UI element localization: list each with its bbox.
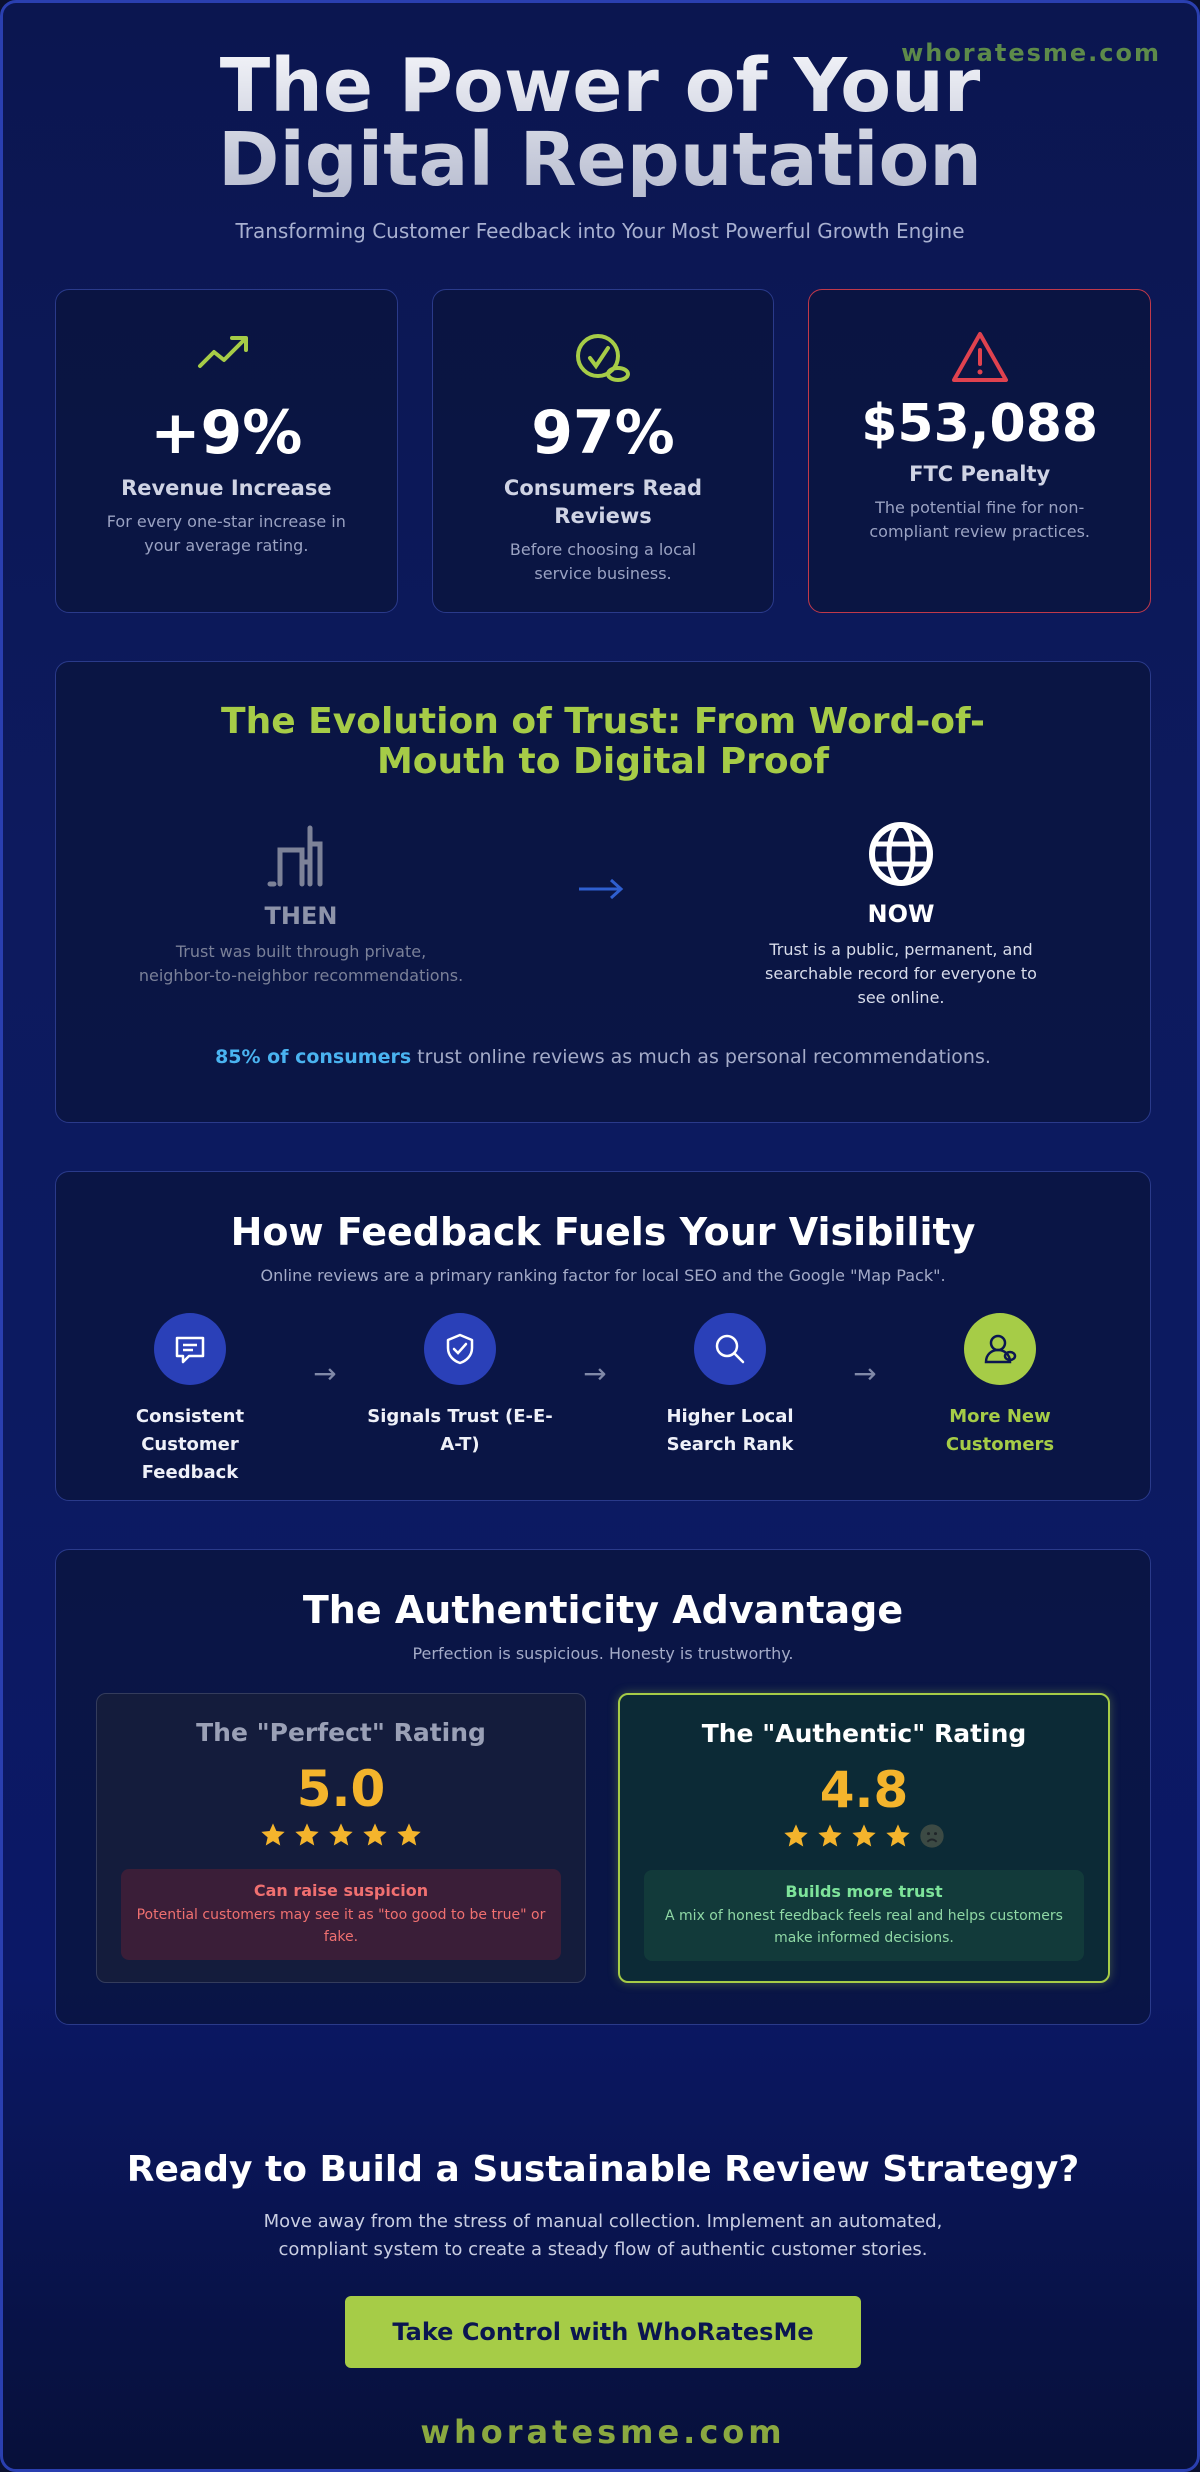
star-icon	[886, 1824, 910, 1847]
step-item: More New Customers	[890, 1313, 1110, 1487]
warning-icon	[809, 330, 1150, 390]
authentic-rating-card: The "Authentic" Rating 4.8 Builds more t…	[618, 1693, 1110, 1983]
arrow-right-icon	[546, 818, 656, 1010]
arrow-right-icon: →	[313, 1357, 337, 1390]
then-desc: Trust was built through private, neighbo…	[138, 942, 464, 985]
stat-label: Consumers Read Reviews	[503, 476, 703, 528]
hero: The Power of Your Digital Reputation Tra…	[3, 3, 1197, 243]
authenticity-section: The Authenticity Advantage Perfection is…	[55, 1549, 1151, 2025]
note-title: Builds more trust	[785, 1882, 943, 1901]
evolution-section: The Evolution of Trust: From Word-of-Mou…	[55, 661, 1151, 1123]
note-title: Can raise suspicion	[253, 1881, 429, 1900]
quote-highlight: 85% of consumers	[215, 1046, 412, 1068]
steps-flow: Consistent Customer Feedback → Signals T…	[56, 1313, 1150, 1487]
stat-value: +9%	[150, 398, 303, 468]
cta-button[interactable]: Take Control with WhoRatesMe	[345, 2296, 861, 2368]
customers-icon	[964, 1313, 1036, 1385]
reviews-icon	[433, 330, 774, 390]
stat-desc: The potential fine for non-compliant rev…	[869, 498, 1090, 541]
section-title: The Evolution of Trust: From Word-of-Mou…	[221, 701, 985, 782]
step-item: Consistent Customer Feedback	[80, 1313, 300, 1487]
rating-value: 4.8	[819, 1761, 909, 1819]
signal-bars-icon	[56, 818, 546, 888]
rating-value: 5.0	[296, 1760, 386, 1818]
section-subtitle: Online reviews are a primary ranking fac…	[260, 1266, 946, 1285]
section-title: The Authenticity Advantage	[302, 1588, 904, 1632]
section-subtitle: Perfection is suspicious. Honesty is tru…	[412, 1644, 794, 1663]
page-title: The Power of Your Digital Reputation	[100, 49, 1100, 197]
suspicion-note: Can raise suspicion Potential customers …	[121, 1869, 561, 1960]
page-subtitle: Transforming Customer Feedback into Your…	[235, 219, 965, 243]
trending-up-icon	[56, 330, 397, 390]
cta-desc: Move away from the stress of manual coll…	[263, 2211, 943, 2260]
now-desc: Trust is a public, permanent, and search…	[765, 940, 1037, 1007]
trust-quote: 85% of consumers trust online reviews as…	[56, 1046, 1150, 1068]
star-rating	[97, 1821, 585, 1849]
step-label: Consistent Customer Feedback	[135, 1406, 245, 1483]
stat-card-revenue: +9% Revenue Increase For every one-star …	[55, 289, 398, 613]
sad-face-icon	[920, 1824, 944, 1848]
now-column: NOW Trust is a public, permanent, and se…	[656, 818, 1146, 1010]
footer-brand: whoratesme.com	[420, 2413, 786, 2451]
cta-title: Ready to Build a Sustainable Review Stra…	[126, 2149, 1080, 2190]
arrow-right-icon: →	[583, 1357, 607, 1390]
visibility-section: How Feedback Fuels Your Visibility Onlin…	[55, 1171, 1151, 1501]
watermark: whoratesme.com	[901, 39, 1161, 67]
now-label: NOW	[867, 900, 935, 928]
stat-card-ftc: $53,088 FTC Penalty The potential fine f…	[808, 289, 1152, 613]
section-title: How Feedback Fuels Your Visibility	[230, 1210, 976, 1254]
stat-label: Revenue Increase	[121, 476, 332, 500]
globe-icon	[656, 818, 1146, 888]
star-icon	[852, 1824, 876, 1847]
then-label: THEN	[264, 902, 338, 930]
star-icon	[295, 1823, 319, 1846]
step-label: Signals Trust (E-E-A-T)	[367, 1406, 553, 1455]
step-label: Higher Local Search Rank	[666, 1406, 794, 1455]
stat-desc: Before choosing a local service business…	[509, 540, 697, 583]
stat-value: $53,088	[861, 394, 1099, 454]
star-icon	[261, 1823, 285, 1846]
step-label: More New Customers	[945, 1406, 1055, 1455]
stats-row: +9% Revenue Increase For every one-star …	[55, 289, 1152, 613]
chat-icon	[154, 1313, 226, 1385]
then-column: THEN Trust was built through private, ne…	[56, 818, 546, 1010]
shield-check-icon	[424, 1313, 496, 1385]
cta-section: Ready to Build a Sustainable Review Stra…	[3, 2149, 1197, 2368]
trust-note: Builds more trust A mix of honest feedba…	[644, 1870, 1084, 1961]
quote-text: trust online reviews as much as personal…	[411, 1046, 991, 1068]
star-icon	[329, 1823, 353, 1846]
step-item: Signals Trust (E-E-A-T)	[350, 1313, 570, 1487]
star-icon	[363, 1823, 387, 1846]
note-desc: Potential customers may see it as "too g…	[136, 1907, 546, 1945]
stat-desc: For every one-star increase in your aver…	[106, 512, 346, 555]
stat-card-reviews: 97% Consumers Read Reviews Before choosi…	[431, 289, 775, 613]
stat-label: FTC Penalty	[909, 462, 1051, 486]
arrow-right-icon: →	[853, 1357, 877, 1390]
perfect-rating-card: The "Perfect" Rating 5.0 Can raise suspi…	[96, 1693, 586, 1983]
star-icon	[397, 1823, 421, 1846]
search-icon	[694, 1313, 766, 1385]
star-rating	[620, 1822, 1108, 1850]
note-desc: A mix of honest feedback feels real and …	[665, 1908, 1063, 1946]
rating-title: The "Perfect" Rating	[196, 1718, 486, 1747]
step-item: Higher Local Search Rank	[620, 1313, 840, 1487]
star-icon	[784, 1824, 808, 1847]
stat-value: 97%	[531, 398, 675, 468]
star-icon	[818, 1824, 842, 1847]
rating-title: The "Authentic" Rating	[701, 1719, 1027, 1748]
